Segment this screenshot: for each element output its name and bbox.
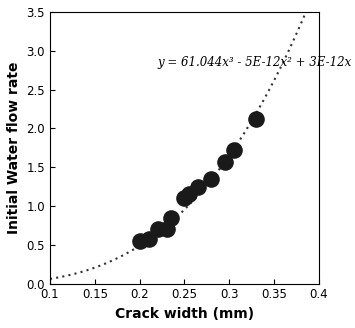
Point	[222, 159, 228, 164]
X-axis label: Crack width (mm): Crack width (mm)	[115, 307, 254, 321]
Point	[155, 227, 160, 232]
Point	[186, 192, 192, 197]
Point	[182, 195, 187, 201]
Point	[195, 184, 201, 189]
Point	[253, 116, 259, 122]
Text: y = 61.044x³ - 5E-12x² + 3E-12x: y = 61.044x³ - 5E-12x² + 3E-12x	[158, 56, 352, 69]
Point	[164, 227, 169, 232]
Point	[168, 215, 174, 220]
Y-axis label: Initial Water flow rate: Initial Water flow rate	[7, 62, 21, 234]
Point	[146, 237, 152, 242]
Point	[137, 238, 142, 244]
Point	[231, 148, 236, 153]
Point	[208, 176, 214, 181]
